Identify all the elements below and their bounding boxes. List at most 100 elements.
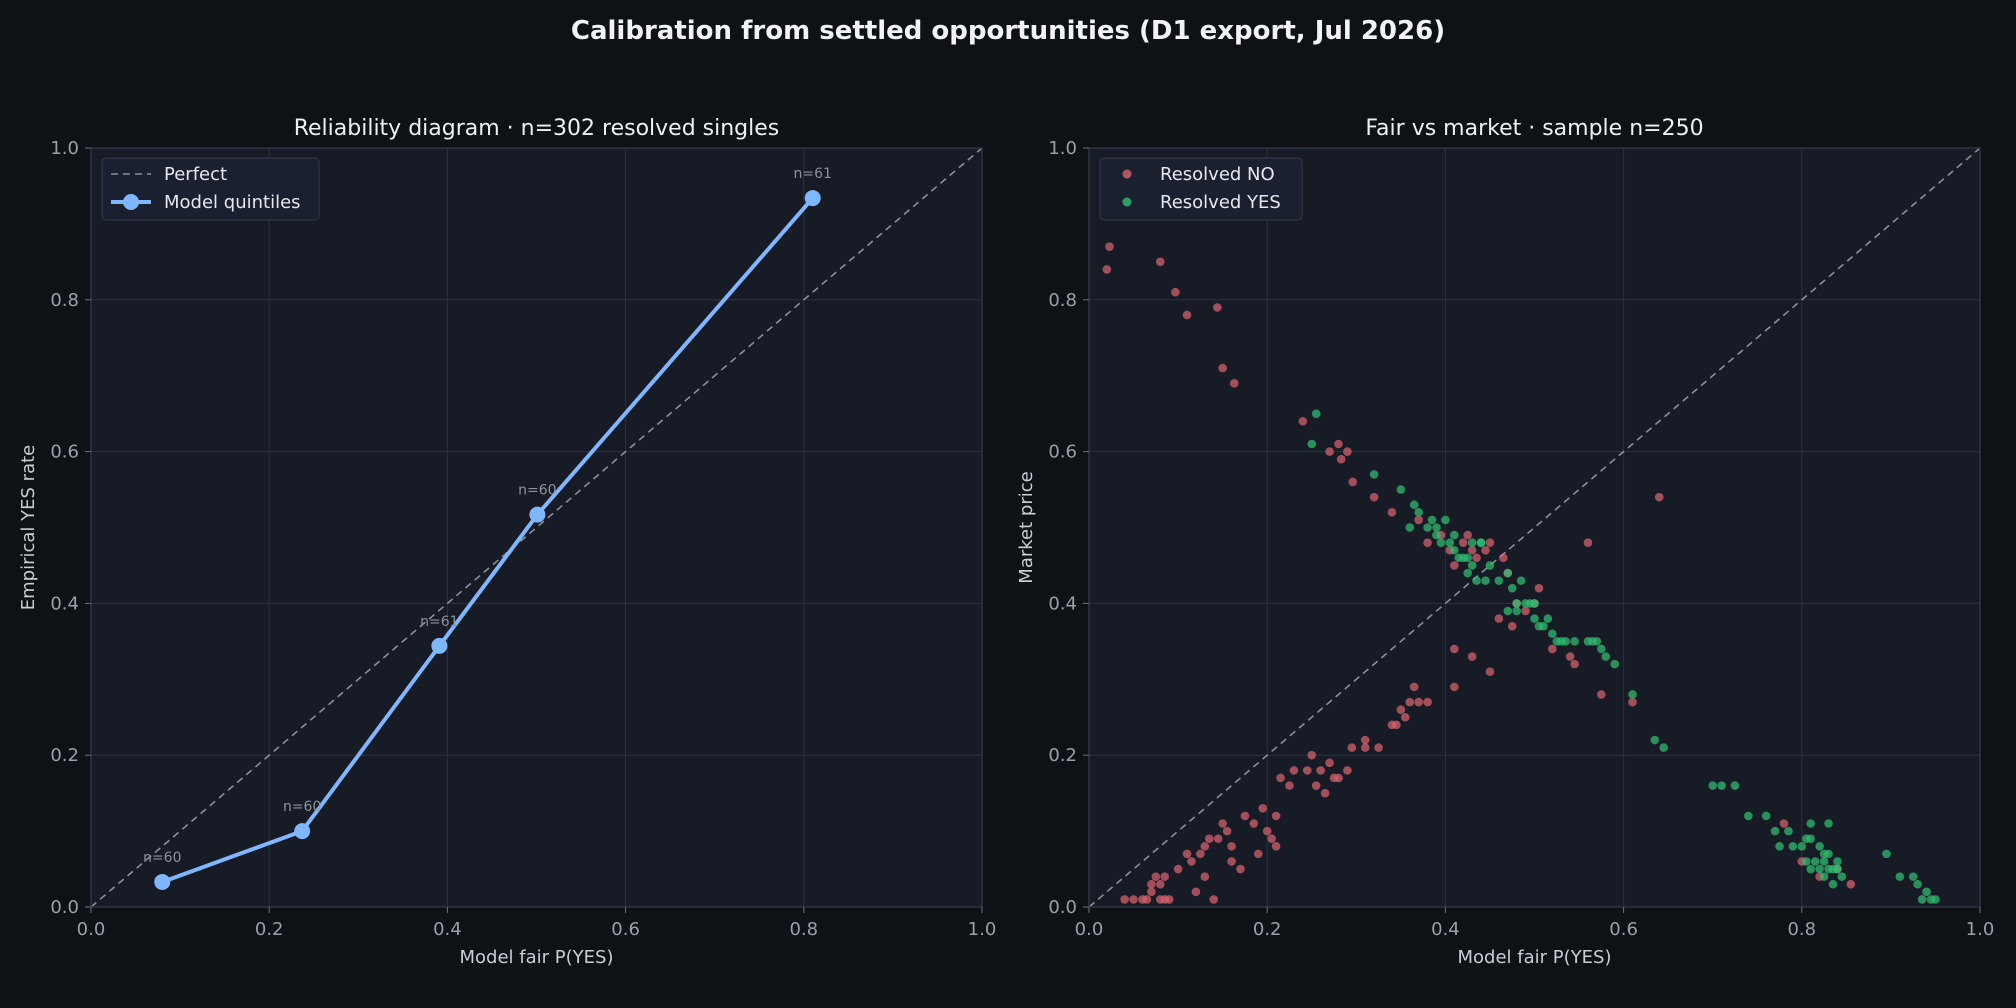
model-quintile-point: [294, 823, 311, 840]
reliability-series-model-quintiles: n=60 n=60 n=61 n=60 n=61: [143, 166, 832, 890]
y-tick-label: 1.0: [50, 138, 79, 159]
resolved-no-point: [1336, 454, 1346, 464]
resolved-no-point: [1334, 773, 1343, 783]
resolved-yes-point: [1833, 857, 1842, 866]
y-tick-label: 0.4: [1048, 593, 1077, 614]
scatter-x-axis-label: Model fair P(YES): [1458, 947, 1612, 968]
resolved-no-point: [1102, 265, 1112, 274]
resolved-yes-point: [1828, 879, 1838, 889]
scatter-series-resolved-no: [1102, 242, 1856, 904]
resolved-yes-point: [1423, 523, 1432, 532]
scatter-diagonal-line: [1088, 147, 1981, 908]
reliability-plot-area: [91, 148, 982, 907]
resolved-no-point: [1414, 697, 1423, 707]
resolved-no-point: [1387, 508, 1397, 517]
resolved-yes-point: [1507, 583, 1517, 593]
resolved-no-point: [1298, 416, 1308, 426]
resolved-yes-point: [1369, 470, 1379, 479]
resolved-no-point: [1129, 895, 1138, 904]
resolved-yes-point: [1837, 872, 1847, 881]
resolved-yes-point: [1659, 743, 1668, 752]
reliability-perfect-line: [90, 147, 983, 908]
resolved-yes-point: [1801, 857, 1811, 866]
figure-suptitle: Calibration from settled opportunities (…: [571, 16, 1445, 46]
resolved-no-point: [1654, 492, 1664, 502]
resolved-no-point: [1374, 743, 1383, 752]
resolved-yes-point: [1797, 841, 1807, 851]
resolved-no-point: [1227, 841, 1236, 851]
x-tick-label: 0.8: [789, 919, 818, 940]
resolved-no-point: [1200, 872, 1210, 881]
resolved-no-point: [1171, 287, 1180, 297]
legend-resolved-no-label: Resolved NO: [1160, 164, 1275, 185]
legend-model-swatch-marker: [123, 194, 139, 210]
resolved-no-point: [1271, 811, 1281, 821]
y-tick-label: 0.8: [50, 290, 79, 311]
resolved-yes-point: [1481, 576, 1490, 585]
resolved-yes-point: [1427, 515, 1437, 525]
resolved-yes-point: [1463, 568, 1472, 578]
resolved-no-point: [1142, 895, 1152, 904]
resolved-no-point: [1485, 538, 1495, 547]
y-tick-label: 0.6: [50, 442, 79, 463]
resolved-yes-point: [1311, 409, 1321, 418]
resolved-no-point: [1276, 773, 1285, 783]
resolved-no-point: [1534, 583, 1544, 593]
x-tick-label: 1.0: [1966, 919, 1995, 940]
resolved-no-point: [1196, 849, 1205, 859]
x-tick-label: 0.2: [255, 919, 284, 940]
reliability-legend: Perfect Model quintiles: [101, 157, 320, 221]
resolved-yes-point: [1601, 652, 1611, 661]
resolved-yes-point: [1895, 872, 1905, 881]
resolved-yes-point: [1806, 864, 1816, 874]
scatter-y-axis-label: Market price: [1016, 471, 1037, 583]
reliability-x-axis-label: Model fair P(YES): [460, 947, 614, 968]
resolved-no-point: [1325, 447, 1334, 456]
x-tick-label: 0.6: [1609, 919, 1638, 940]
resolved-yes-point: [1539, 621, 1548, 631]
resolved-yes-point: [1806, 819, 1816, 828]
resolved-yes-point: [1744, 811, 1753, 821]
x-tick-label: 1.0: [968, 919, 997, 940]
x-tick-label: 0.2: [1253, 919, 1282, 940]
fair-vs-market-panel: 0.0 0.2 0.4 0.6 0.8 1.0 0.0 0.2 0.4 0.6 0.8 1.0 Fai…: [1016, 116, 1994, 968]
resolved-no-point: [1494, 614, 1504, 623]
scatter-plot-frame: [1088, 147, 1981, 908]
resolved-yes-point: [1913, 879, 1922, 889]
resolved-yes-point: [1770, 826, 1780, 836]
resolved-no-point: [1151, 872, 1161, 881]
resolved-yes-point: [1784, 826, 1793, 836]
resolved-yes-point: [1476, 538, 1486, 547]
x-tick-label: 0.8: [1787, 919, 1816, 940]
resolved-yes-point: [1445, 538, 1455, 547]
resolved-yes-point: [1819, 872, 1829, 881]
resolved-yes-point: [1441, 515, 1450, 525]
resolved-yes-point: [1824, 819, 1833, 828]
quintile-count-label: n=61: [420, 614, 458, 630]
resolved-yes-point: [1467, 538, 1477, 547]
scatter-legend: Resolved NO Resolved YES: [1099, 157, 1303, 221]
resolved-yes-point: [1882, 849, 1891, 859]
resolved-yes-point: [1917, 895, 1927, 904]
resolved-no-point: [1227, 857, 1236, 866]
resolved-no-point: [1463, 530, 1472, 540]
resolved-yes-point: [1436, 538, 1446, 547]
model-quintile-point: [529, 506, 546, 523]
resolved-no-point: [1472, 553, 1481, 563]
resolved-yes-point: [1396, 485, 1406, 494]
resolved-yes-point: [1472, 576, 1481, 585]
legend-model-label: Model quintiles: [164, 192, 301, 213]
resolved-no-point: [1450, 682, 1459, 692]
resolved-no-point: [1155, 257, 1165, 267]
resolved-no-point: [1316, 766, 1325, 775]
resolved-yes-point: [1530, 599, 1539, 608]
resolved-no-point: [1147, 879, 1156, 889]
resolved-yes-point: [1931, 895, 1940, 904]
resolved-yes-point: [1717, 781, 1726, 790]
resolved-no-point: [1507, 621, 1517, 631]
resolved-no-point: [1369, 492, 1379, 502]
resolved-yes-point: [1833, 864, 1842, 874]
resolved-yes-point: [1922, 887, 1931, 897]
resolved-no-point: [1405, 697, 1415, 707]
resolved-no-point: [1160, 872, 1170, 881]
